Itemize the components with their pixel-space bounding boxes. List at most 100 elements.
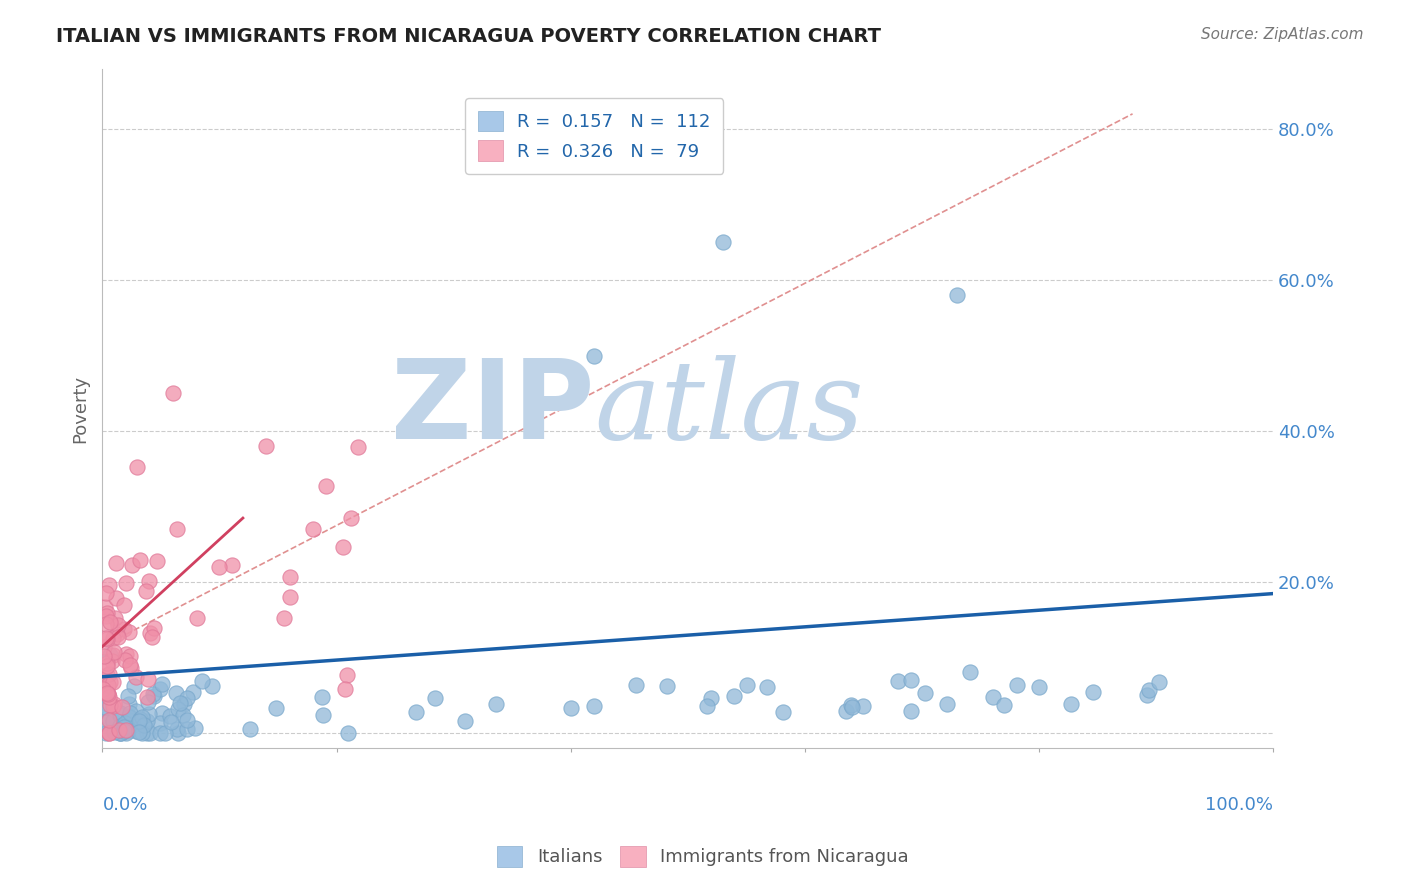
Point (169, 696, 191, 710)
Point (624, 678, 647, 692)
Point (129, 712, 152, 726)
Point (186, 610, 208, 624)
Point (101, 714, 124, 728)
Point (97, 690, 120, 704)
Point (103, 645, 125, 659)
Point (1147, 675, 1170, 690)
Point (132, 718, 155, 732)
Point (97, 725, 120, 739)
Point (98, 615, 121, 629)
Point (118, 697, 141, 711)
Point (264, 701, 287, 715)
Point (96, 659, 118, 673)
Point (900, 704, 922, 718)
Point (97, 725, 120, 739)
Point (96, 609, 118, 624)
Point (96, 606, 118, 620)
Point (167, 725, 190, 739)
Point (136, 672, 159, 686)
Point (138, 574, 160, 589)
Point (108, 719, 131, 733)
Point (699, 690, 721, 705)
Point (914, 686, 936, 700)
Point (115, 647, 138, 661)
Point (959, 665, 981, 679)
Text: Source: ZipAtlas.com: Source: ZipAtlas.com (1201, 27, 1364, 42)
Point (114, 716, 136, 731)
Point (120, 711, 142, 725)
Point (159, 709, 181, 723)
Point (221, 558, 243, 572)
Point (347, 440, 370, 454)
Point (94, 725, 117, 739)
Point (841, 700, 863, 714)
Point (104, 591, 127, 605)
Y-axis label: Poverty: Poverty (72, 375, 89, 442)
Point (118, 624, 141, 639)
Point (125, 724, 148, 739)
Point (118, 658, 141, 673)
Point (696, 699, 718, 714)
Point (114, 576, 136, 591)
Point (120, 706, 142, 720)
Point (184, 721, 207, 735)
Point (103, 725, 125, 739)
Point (454, 714, 477, 729)
Point (191, 673, 214, 688)
Point (115, 723, 138, 737)
Point (117, 723, 139, 738)
Point (107, 723, 129, 737)
Point (337, 725, 360, 739)
Point (254, 439, 277, 453)
Point (105, 626, 128, 640)
Point (136, 690, 159, 705)
Point (117, 689, 139, 703)
Point (94, 586, 117, 600)
Point (138, 706, 160, 721)
Point (108, 708, 131, 723)
Point (118, 710, 141, 724)
Point (94, 631, 117, 645)
Point (129, 553, 152, 567)
Point (110, 725, 132, 739)
Point (485, 697, 508, 711)
Point (302, 522, 325, 536)
Point (332, 540, 354, 554)
Point (935, 697, 957, 711)
Text: ZIP: ZIP (391, 355, 595, 462)
Point (110, 725, 132, 739)
Point (111, 700, 134, 714)
Point (900, 673, 922, 687)
Text: atlas: atlas (595, 355, 863, 462)
Point (311, 708, 333, 723)
Point (583, 698, 606, 713)
Point (132, 717, 155, 731)
Point (101, 631, 124, 645)
Point (146, 553, 169, 567)
Point (98, 667, 121, 681)
Point (336, 668, 359, 682)
Point (97, 687, 120, 701)
Point (101, 654, 124, 668)
Point (97, 687, 120, 701)
Point (100, 675, 122, 690)
Point (181, 685, 204, 699)
Point (176, 714, 198, 728)
Point (121, 718, 143, 732)
Point (122, 679, 145, 693)
Point (162, 386, 184, 401)
Point (96, 656, 118, 670)
Point (128, 725, 150, 739)
Point (97, 710, 120, 724)
Point (139, 725, 162, 739)
Point (93, 640, 115, 655)
Point (94, 617, 117, 632)
Point (101, 674, 124, 689)
Point (333, 682, 356, 697)
Point (107, 618, 129, 632)
Point (96, 632, 118, 647)
Point (120, 661, 142, 675)
Point (93, 649, 115, 664)
Point (1005, 678, 1028, 692)
Point (149, 681, 172, 696)
